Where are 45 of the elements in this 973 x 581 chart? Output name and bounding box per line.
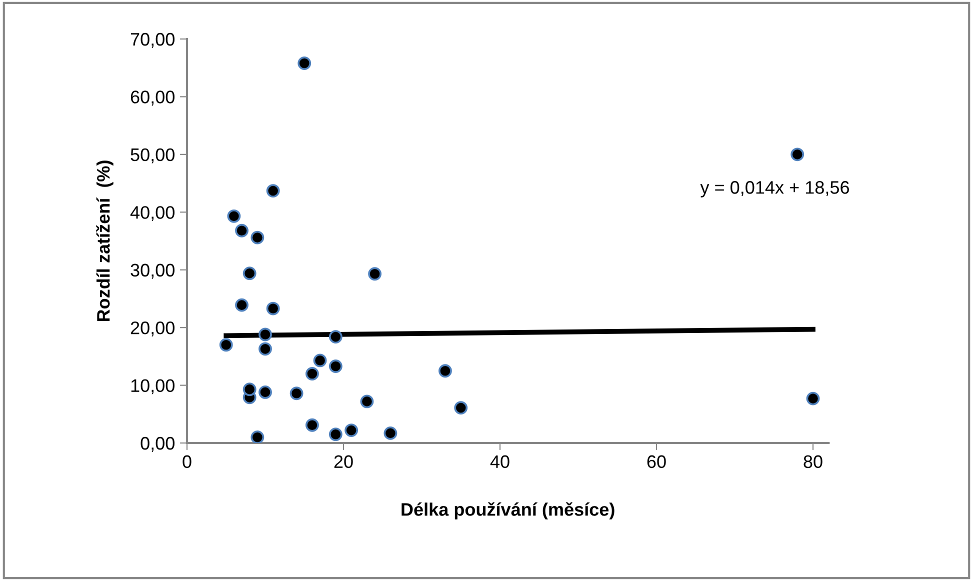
point <box>298 56 312 70</box>
point <box>328 330 342 344</box>
point <box>235 224 248 238</box>
y-tick-label: 20,00 <box>130 322 174 336</box>
point <box>328 428 342 442</box>
point <box>290 386 304 400</box>
point <box>250 430 264 443</box>
y-tick-label: 40,00 <box>130 206 174 221</box>
y-tick-label: 70,00 <box>130 32 174 48</box>
point <box>305 418 319 432</box>
point <box>454 401 468 415</box>
point <box>266 184 280 198</box>
point <box>258 328 272 342</box>
x-tick-label: 80 <box>804 455 822 468</box>
point <box>235 298 248 312</box>
point <box>242 382 256 396</box>
point <box>219 338 233 352</box>
point <box>806 392 820 406</box>
point <box>227 209 241 223</box>
y-tick-label: 50,00 <box>130 148 174 164</box>
y-tick-label: 10,00 <box>131 379 174 394</box>
point <box>344 424 358 438</box>
x-axis-title: Délka používání (měsíce) <box>402 502 614 520</box>
point <box>438 364 452 378</box>
y-tick-label: 0,00 <box>140 436 174 452</box>
x-tick-label: 60 <box>647 455 666 468</box>
point <box>384 426 398 440</box>
point <box>313 354 327 368</box>
y-tick-label: 60,00 <box>130 90 174 106</box>
point <box>305 367 319 380</box>
point <box>242 266 256 280</box>
point <box>328 360 342 373</box>
point <box>266 302 280 316</box>
point <box>368 267 382 281</box>
x-tick-label: 40 <box>490 455 510 468</box>
x-tick-label: 0 <box>182 455 192 468</box>
y-tick-label: 30,00 <box>130 264 174 279</box>
y-axis-title: Rozdíl zatížení (%) <box>96 160 114 322</box>
point <box>258 342 272 356</box>
point <box>360 394 374 408</box>
point <box>790 148 804 162</box>
x-tick-label: 20 <box>334 455 353 468</box>
point <box>258 385 272 399</box>
annotation: y = 0,014x + 18,56 <box>700 181 849 198</box>
point <box>250 230 264 244</box>
